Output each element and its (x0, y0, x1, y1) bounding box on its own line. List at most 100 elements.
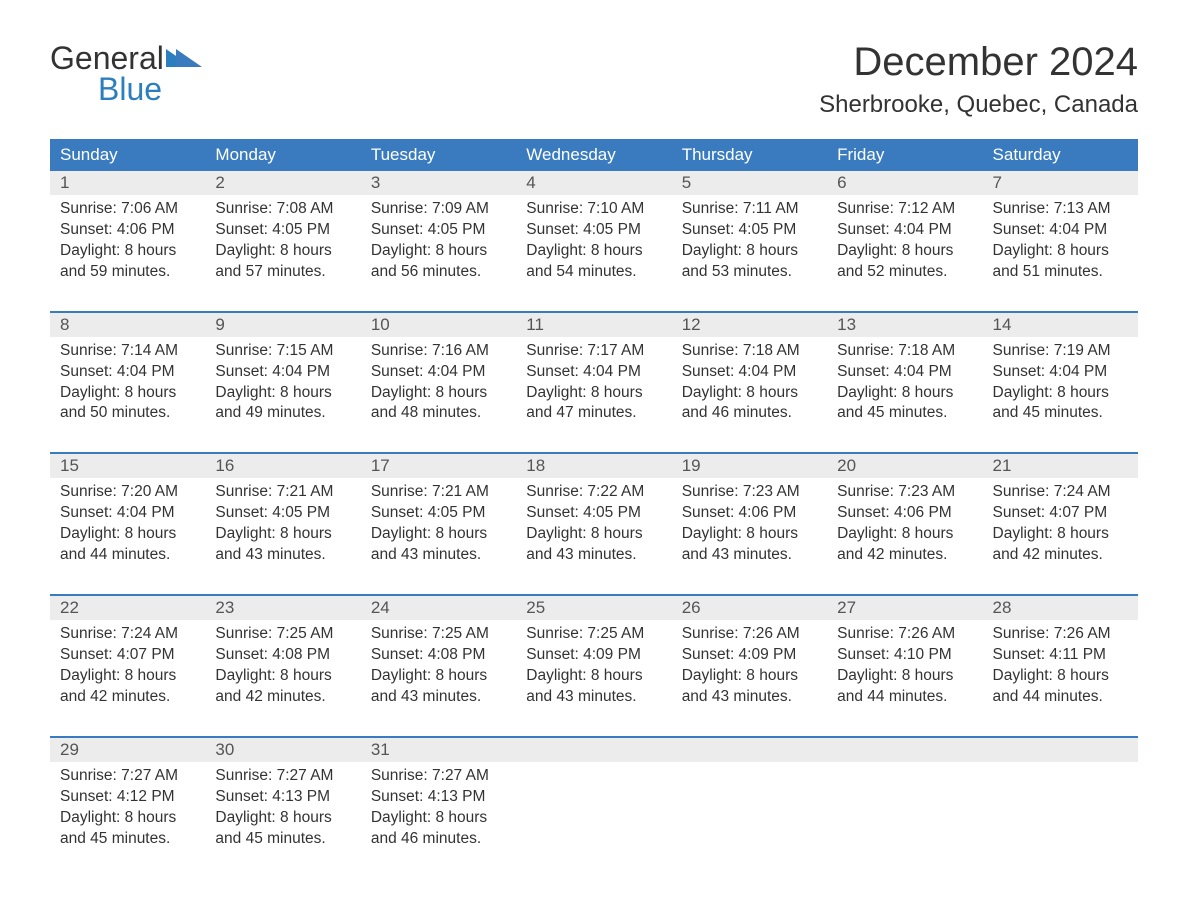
sunrise-text: Sunrise: 7:15 AM (215, 341, 350, 362)
calendar: Sunday Monday Tuesday Wednesday Thursday… (50, 139, 1138, 849)
date-number: 6 (827, 171, 982, 195)
daylight-text-2: and 56 minutes. (371, 262, 506, 283)
date-row: 22232425262728 (50, 596, 1138, 620)
day-cell: Sunrise: 7:24 AMSunset: 4:07 PMDaylight:… (983, 478, 1138, 566)
day-cell: Sunrise: 7:20 AMSunset: 4:04 PMDaylight:… (50, 478, 205, 566)
daylight-text-1: Daylight: 8 hours (993, 524, 1128, 545)
sunrise-text: Sunrise: 7:26 AM (837, 624, 972, 645)
daylight-text-2: and 48 minutes. (371, 403, 506, 424)
daylight-text-2: and 44 minutes. (993, 687, 1128, 708)
sunset-text: Sunset: 4:08 PM (371, 645, 506, 666)
daylight-text-2: and 44 minutes. (60, 545, 195, 566)
daylight-text-1: Daylight: 8 hours (993, 241, 1128, 262)
daylight-text-2: and 46 minutes. (371, 829, 506, 850)
sunset-text: Sunset: 4:04 PM (837, 220, 972, 241)
sunrise-text: Sunrise: 7:16 AM (371, 341, 506, 362)
date-row: 891011121314 (50, 313, 1138, 337)
date-number: 14 (983, 313, 1138, 337)
sunset-text: Sunset: 4:10 PM (837, 645, 972, 666)
daylight-text-1: Daylight: 8 hours (371, 808, 506, 829)
sunset-text: Sunset: 4:07 PM (993, 503, 1128, 524)
sunset-text: Sunset: 4:06 PM (60, 220, 195, 241)
sunset-text: Sunset: 4:05 PM (526, 503, 661, 524)
daylight-text-2: and 52 minutes. (837, 262, 972, 283)
day-cell: Sunrise: 7:13 AMSunset: 4:04 PMDaylight:… (983, 195, 1138, 283)
date-row: 15161718192021 (50, 454, 1138, 478)
sunrise-text: Sunrise: 7:27 AM (60, 766, 195, 787)
daylight-text-1: Daylight: 8 hours (215, 524, 350, 545)
date-number: 24 (361, 596, 516, 620)
date-number (672, 738, 827, 762)
daylight-text-2: and 42 minutes. (60, 687, 195, 708)
day-header-friday: Friday (827, 139, 982, 171)
sunset-text: Sunset: 4:06 PM (682, 503, 817, 524)
sunrise-text: Sunrise: 7:10 AM (526, 199, 661, 220)
sunrise-text: Sunrise: 7:24 AM (993, 482, 1128, 503)
sunset-text: Sunset: 4:05 PM (215, 503, 350, 524)
date-number: 4 (516, 171, 671, 195)
sunset-text: Sunset: 4:05 PM (682, 220, 817, 241)
daylight-text-2: and 43 minutes. (371, 687, 506, 708)
daylight-text-2: and 42 minutes. (837, 545, 972, 566)
sunset-text: Sunset: 4:05 PM (371, 503, 506, 524)
daylight-text-1: Daylight: 8 hours (526, 383, 661, 404)
sunrise-text: Sunrise: 7:17 AM (526, 341, 661, 362)
sunrise-text: Sunrise: 7:13 AM (993, 199, 1128, 220)
day-cell: Sunrise: 7:23 AMSunset: 4:06 PMDaylight:… (672, 478, 827, 566)
daylight-text-2: and 42 minutes. (215, 687, 350, 708)
date-number: 1 (50, 171, 205, 195)
title-block: December 2024 Sherbrooke, Quebec, Canada (819, 40, 1138, 119)
sunrise-text: Sunrise: 7:11 AM (682, 199, 817, 220)
sunrise-text: Sunrise: 7:09 AM (371, 199, 506, 220)
content-row: Sunrise: 7:27 AMSunset: 4:12 PMDaylight:… (50, 762, 1138, 850)
header: General Blue December 2024 Sherbrooke, Q… (50, 40, 1138, 119)
daylight-text-2: and 43 minutes. (526, 545, 661, 566)
daylight-text-2: and 59 minutes. (60, 262, 195, 283)
daylight-text-2: and 45 minutes. (215, 829, 350, 850)
date-number: 23 (205, 596, 360, 620)
day-cell: Sunrise: 7:23 AMSunset: 4:06 PMDaylight:… (827, 478, 982, 566)
day-cell: Sunrise: 7:18 AMSunset: 4:04 PMDaylight:… (672, 337, 827, 425)
day-cell: Sunrise: 7:09 AMSunset: 4:05 PMDaylight:… (361, 195, 516, 283)
sunset-text: Sunset: 4:04 PM (993, 362, 1128, 383)
day-header-monday: Monday (205, 139, 360, 171)
date-number: 27 (827, 596, 982, 620)
day-cell: Sunrise: 7:12 AMSunset: 4:04 PMDaylight:… (827, 195, 982, 283)
sunset-text: Sunset: 4:08 PM (215, 645, 350, 666)
daylight-text-1: Daylight: 8 hours (215, 383, 350, 404)
day-cell (672, 762, 827, 850)
content-row: Sunrise: 7:20 AMSunset: 4:04 PMDaylight:… (50, 478, 1138, 566)
date-number: 18 (516, 454, 671, 478)
week-row: 891011121314Sunrise: 7:14 AMSunset: 4:04… (50, 311, 1138, 425)
daylight-text-1: Daylight: 8 hours (371, 666, 506, 687)
day-cell: Sunrise: 7:10 AMSunset: 4:05 PMDaylight:… (516, 195, 671, 283)
sunset-text: Sunset: 4:09 PM (682, 645, 817, 666)
daylight-text-1: Daylight: 8 hours (60, 241, 195, 262)
sunset-text: Sunset: 4:04 PM (215, 362, 350, 383)
daylight-text-1: Daylight: 8 hours (371, 241, 506, 262)
date-number: 21 (983, 454, 1138, 478)
daylight-text-1: Daylight: 8 hours (682, 241, 817, 262)
day-cell: Sunrise: 7:27 AMSunset: 4:12 PMDaylight:… (50, 762, 205, 850)
date-number: 30 (205, 738, 360, 762)
day-cell: Sunrise: 7:16 AMSunset: 4:04 PMDaylight:… (361, 337, 516, 425)
date-number: 25 (516, 596, 671, 620)
sunrise-text: Sunrise: 7:21 AM (215, 482, 350, 503)
daylight-text-2: and 44 minutes. (837, 687, 972, 708)
content-row: Sunrise: 7:14 AMSunset: 4:04 PMDaylight:… (50, 337, 1138, 425)
sunrise-text: Sunrise: 7:25 AM (215, 624, 350, 645)
date-number: 13 (827, 313, 982, 337)
day-cell: Sunrise: 7:14 AMSunset: 4:04 PMDaylight:… (50, 337, 205, 425)
sunrise-text: Sunrise: 7:14 AM (60, 341, 195, 362)
day-cell: Sunrise: 7:18 AMSunset: 4:04 PMDaylight:… (827, 337, 982, 425)
sunset-text: Sunset: 4:04 PM (682, 362, 817, 383)
day-header-tuesday: Tuesday (361, 139, 516, 171)
day-cell: Sunrise: 7:19 AMSunset: 4:04 PMDaylight:… (983, 337, 1138, 425)
day-cell: Sunrise: 7:25 AMSunset: 4:09 PMDaylight:… (516, 620, 671, 708)
daylight-text-2: and 45 minutes. (993, 403, 1128, 424)
day-cell: Sunrise: 7:27 AMSunset: 4:13 PMDaylight:… (205, 762, 360, 850)
logo-text-blue: Blue (98, 71, 162, 108)
sunrise-text: Sunrise: 7:23 AM (682, 482, 817, 503)
day-cell: Sunrise: 7:26 AMSunset: 4:09 PMDaylight:… (672, 620, 827, 708)
sunset-text: Sunset: 4:13 PM (371, 787, 506, 808)
